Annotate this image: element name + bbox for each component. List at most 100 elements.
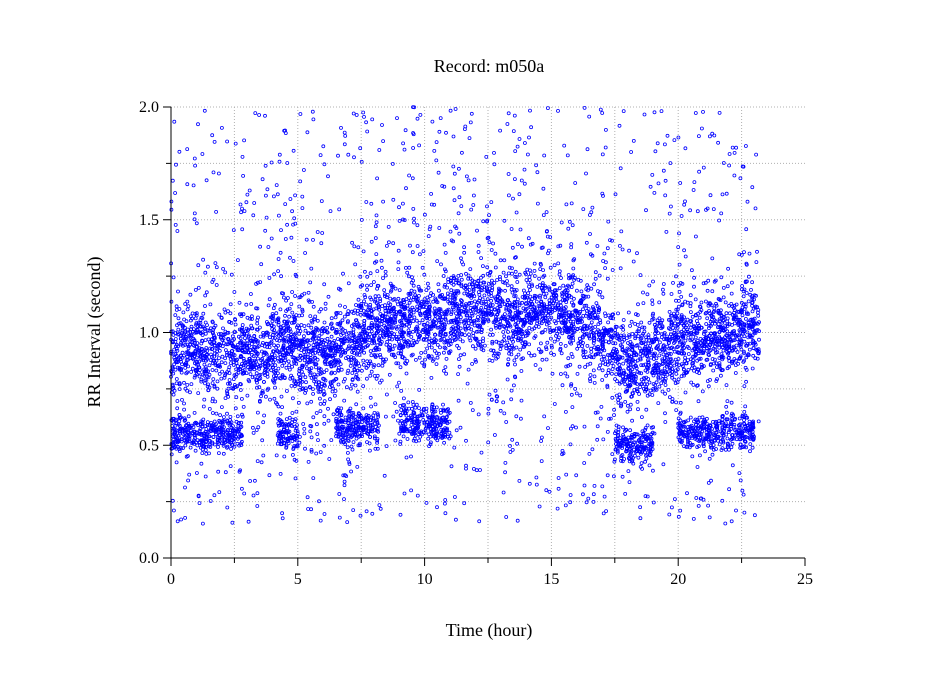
data-point — [353, 360, 358, 365]
data-point — [329, 334, 334, 339]
data-point — [575, 346, 580, 351]
data-point — [451, 282, 456, 287]
data-point — [382, 288, 387, 293]
data-point — [189, 324, 194, 329]
data-point — [582, 332, 587, 337]
data-point — [359, 368, 364, 373]
data-point — [674, 307, 679, 312]
data-point — [390, 347, 395, 352]
data-point — [549, 336, 553, 341]
data-point — [273, 363, 278, 368]
data-point — [704, 299, 708, 304]
data-point — [279, 394, 284, 399]
data-point — [260, 340, 265, 345]
data-point — [490, 303, 495, 307]
data-point — [646, 333, 651, 338]
data-point — [275, 338, 279, 343]
data-point — [322, 360, 327, 365]
data-point — [420, 318, 425, 323]
data-point — [378, 318, 383, 323]
data-point — [736, 310, 741, 315]
data-point — [435, 342, 440, 347]
data-point — [205, 328, 210, 333]
data-point — [755, 356, 760, 361]
data-point — [322, 401, 327, 406]
data-point — [242, 358, 247, 363]
data-point — [600, 368, 605, 373]
data-point — [528, 288, 532, 292]
data-point — [667, 326, 671, 331]
data-point — [609, 328, 614, 333]
data-point — [189, 369, 194, 374]
data-point — [340, 347, 345, 352]
data-point — [456, 357, 461, 362]
data-point — [311, 304, 316, 309]
data-point — [317, 334, 322, 338]
data-point — [690, 314, 695, 319]
data-point — [710, 357, 715, 361]
data-point — [497, 274, 502, 279]
data-point — [284, 324, 289, 329]
data-point — [303, 328, 308, 333]
data-point — [725, 316, 730, 321]
data-points — [169, 105, 761, 526]
data-point — [275, 371, 280, 376]
data-point — [706, 352, 711, 357]
data-point — [695, 331, 700, 336]
data-point — [593, 352, 598, 357]
data-point — [377, 307, 382, 312]
data-point — [740, 284, 744, 288]
data-point — [358, 312, 363, 317]
data-point — [280, 363, 285, 368]
data-point — [430, 358, 435, 363]
data-point — [363, 339, 367, 344]
data-point — [298, 387, 303, 392]
data-point — [705, 346, 709, 351]
data-point — [436, 282, 441, 287]
data-point — [369, 329, 374, 334]
data-point — [569, 341, 573, 346]
data-point — [591, 334, 596, 339]
data-point — [628, 323, 632, 328]
data-point — [623, 382, 627, 387]
data-point — [465, 293, 470, 298]
data-point — [234, 367, 239, 372]
data-point — [648, 388, 653, 393]
data-point — [263, 394, 268, 399]
data-point — [694, 345, 699, 350]
data-point — [352, 338, 357, 343]
data-point — [455, 343, 460, 348]
data-point — [325, 325, 330, 330]
data-point — [343, 328, 348, 333]
data-point — [481, 273, 486, 278]
data-point — [255, 321, 260, 326]
data-point — [528, 294, 533, 299]
data-point — [613, 377, 617, 382]
data-point — [752, 297, 756, 302]
data-point — [543, 327, 548, 332]
data-point — [688, 301, 693, 306]
data-point — [489, 298, 494, 303]
data-point — [235, 345, 240, 350]
data-point — [173, 313, 178, 318]
data-point — [713, 357, 717, 362]
data-point — [208, 346, 213, 351]
data-point — [517, 303, 522, 308]
data-point — [581, 307, 585, 312]
data-point — [367, 332, 372, 337]
data-point — [554, 321, 558, 326]
data-point — [449, 310, 454, 315]
data-point — [683, 299, 687, 304]
data-point — [266, 303, 271, 308]
data-point — [195, 341, 200, 346]
data-point — [423, 357, 427, 362]
data-point — [414, 318, 419, 323]
data-point — [293, 331, 298, 336]
data-point — [283, 313, 287, 318]
data-point — [523, 302, 528, 306]
data-point — [323, 306, 328, 311]
data-point — [663, 391, 667, 396]
data-point — [672, 341, 676, 345]
data-point — [299, 348, 304, 353]
data-point — [300, 307, 305, 312]
